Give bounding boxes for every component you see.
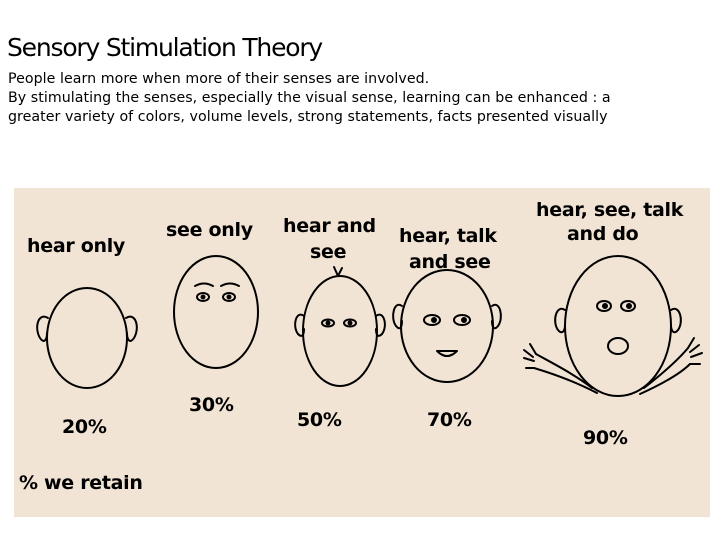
faces-illustration: hear only see only hear and see hear, ta… bbox=[14, 188, 710, 517]
face-hear-talk-see-drawing bbox=[392, 269, 502, 383]
face-hear-and-see-drawing bbox=[294, 266, 386, 387]
face-5-label: hear, see, talk bbox=[536, 199, 684, 221]
face-4-label: hear, talk bbox=[399, 225, 497, 247]
face-3-label: hear and bbox=[283, 215, 376, 237]
slide-body-text: People learn more when more of their sen… bbox=[8, 70, 708, 127]
body-line: greater variety of colors, volume levels… bbox=[8, 109, 608, 125]
face-hear-see-talk-do-drawing bbox=[523, 255, 703, 397]
face-5-label: and do bbox=[567, 223, 639, 245]
face-5-percent: 90% bbox=[583, 427, 628, 449]
slide-title: Sensory Stimulation Theory bbox=[7, 33, 323, 62]
face-2-percent: 30% bbox=[189, 394, 234, 416]
face-3-label: see bbox=[310, 241, 346, 263]
face-see-only-drawing bbox=[173, 255, 259, 369]
face-4-label: and see bbox=[409, 251, 491, 273]
body-line: People learn more when more of their sen… bbox=[8, 71, 430, 87]
face-1-label: hear only bbox=[27, 235, 126, 257]
senses-retention-figure: hear only see only hear and see hear, ta… bbox=[14, 188, 710, 517]
face-4-percent: 70% bbox=[427, 409, 472, 431]
face-1-percent: 20% bbox=[62, 416, 107, 438]
retention-caption: % we retain bbox=[19, 472, 143, 494]
face-2-label: see only bbox=[166, 219, 254, 241]
figure-background bbox=[14, 188, 710, 517]
face-hear-only-drawing bbox=[36, 287, 138, 389]
body-line: By stimulating the senses, especially th… bbox=[8, 90, 611, 106]
face-3-percent: 50% bbox=[297, 409, 342, 431]
